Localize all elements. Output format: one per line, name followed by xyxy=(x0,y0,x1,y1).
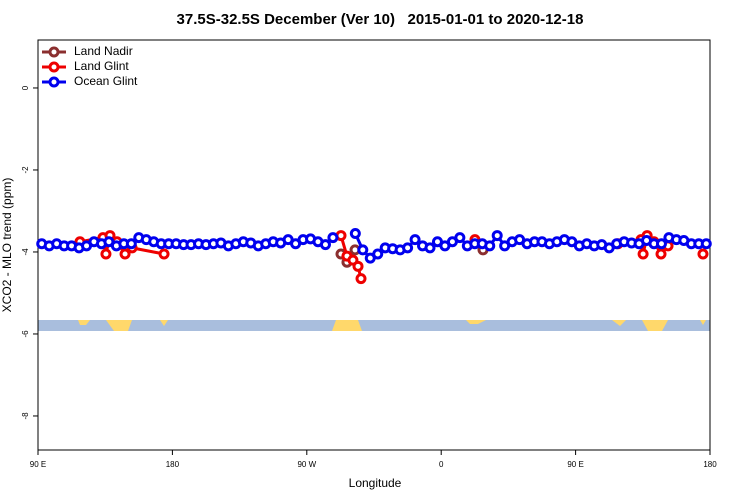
point xyxy=(349,228,361,240)
point xyxy=(454,232,466,244)
legend-label: Ocean Glint xyxy=(74,74,138,88)
point xyxy=(655,248,667,260)
legend-label: Land Nadir xyxy=(74,44,133,58)
x-axis-label: Longitude xyxy=(349,476,402,490)
legend-marker xyxy=(48,46,60,58)
x-tick-label: 90 E xyxy=(30,460,46,469)
point xyxy=(655,238,667,250)
y-axis-label: XCO2 - MLO trend (ppm) xyxy=(0,178,14,313)
point xyxy=(158,248,170,260)
legend-marker xyxy=(48,76,60,88)
x-tick-label: 0 xyxy=(439,460,444,469)
point xyxy=(357,244,369,256)
legend-label: Land Glint xyxy=(74,59,129,73)
point xyxy=(372,248,384,260)
point xyxy=(327,232,339,244)
point xyxy=(484,240,496,252)
point xyxy=(424,242,436,254)
x-tick-label: 90 W xyxy=(297,460,316,469)
legend-marker xyxy=(48,61,60,73)
y-tick-label: -6 xyxy=(21,330,30,338)
point xyxy=(697,248,709,260)
point xyxy=(319,239,331,251)
y-tick-label: 0 xyxy=(21,85,30,90)
land-mask-strip xyxy=(38,320,710,331)
point xyxy=(409,234,421,246)
point xyxy=(352,260,364,272)
point xyxy=(491,230,503,242)
point xyxy=(637,248,649,260)
x-tick-label: 180 xyxy=(166,460,180,469)
point xyxy=(125,238,137,250)
x-tick-label: 180 xyxy=(703,460,717,469)
point xyxy=(402,242,414,254)
point xyxy=(100,248,112,260)
y-tick-label: -8 xyxy=(21,412,30,420)
point xyxy=(119,248,131,260)
y-tick-label: -2 xyxy=(21,166,30,174)
point xyxy=(355,273,367,285)
x-tick-label: 90 E xyxy=(567,460,583,469)
chart-title: 37.5S-32.5S December (Ver 10) 2015-01-01… xyxy=(177,11,584,28)
point xyxy=(700,238,712,250)
y-tick-label: -4 xyxy=(21,248,30,256)
